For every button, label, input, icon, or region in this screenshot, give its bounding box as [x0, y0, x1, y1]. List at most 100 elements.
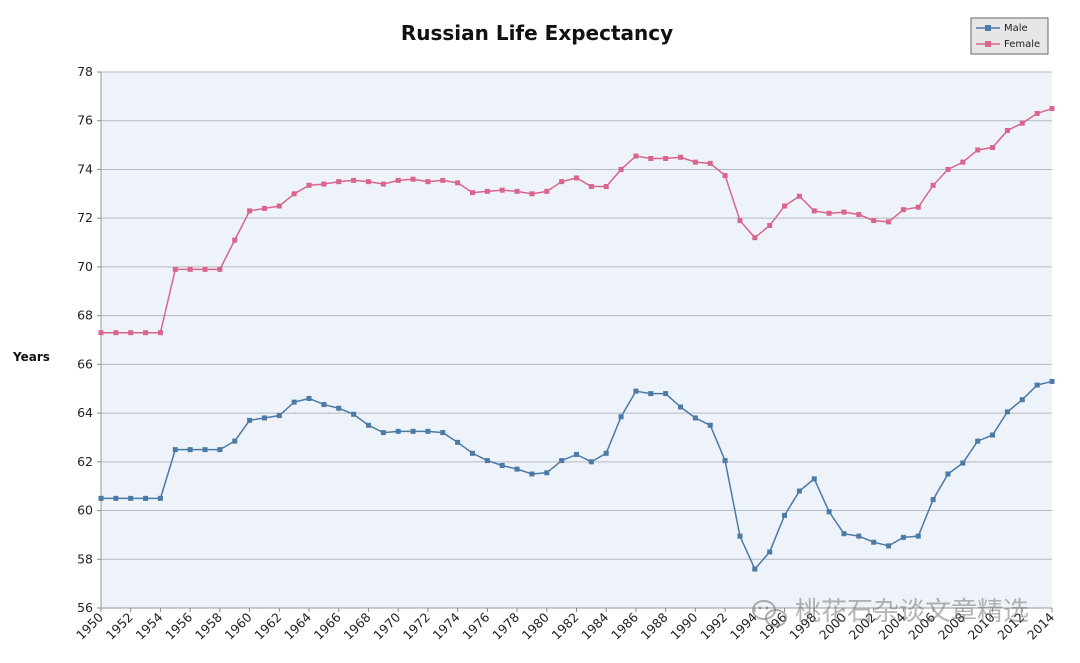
x-tick-label: 1974	[430, 609, 463, 642]
legend: Male Female	[970, 17, 1049, 55]
x-tick-label: 1952	[103, 610, 136, 643]
data-point-female	[544, 188, 550, 194]
data-point-male	[1004, 409, 1010, 415]
x-tick-label: 1980	[519, 609, 552, 642]
y-tick-labels: 56 58 60 62 64 66 68 70 72 74 76 78	[77, 64, 101, 615]
data-point-male	[128, 495, 134, 501]
data-point-male	[1019, 397, 1025, 403]
data-point-male	[559, 458, 565, 464]
data-point-female	[975, 147, 981, 153]
data-point-male	[336, 405, 342, 411]
x-tick-label: 1962	[251, 610, 284, 643]
data-point-male	[1049, 378, 1055, 384]
legend-box	[970, 17, 1049, 55]
data-point-male	[187, 447, 193, 453]
data-point-female	[321, 181, 327, 187]
data-point-male	[351, 411, 357, 417]
data-point-female	[365, 179, 371, 185]
x-tick-label: 1982	[549, 610, 582, 643]
data-point-female	[692, 159, 698, 165]
plot-area	[101, 72, 1052, 608]
data-point-female	[261, 205, 267, 211]
data-point-male	[990, 432, 996, 438]
data-point-female	[588, 184, 594, 190]
data-point-male	[514, 466, 520, 472]
data-point-female	[172, 266, 178, 272]
data-point-male	[975, 438, 981, 444]
data-point-female	[499, 187, 505, 193]
x-tick-label: 1966	[311, 609, 344, 642]
data-point-male	[722, 458, 728, 464]
x-tick-label: 1978	[489, 609, 522, 642]
data-point-male	[529, 471, 535, 477]
data-point-female	[1019, 120, 1025, 126]
data-point-female	[871, 218, 877, 224]
x-tick-label: 1970	[370, 609, 403, 642]
data-point-female	[722, 173, 728, 179]
watermark-text: 桃花石杂谈文章精选	[795, 597, 1029, 627]
legend-female-marker	[985, 41, 991, 47]
legend-male-marker	[985, 25, 991, 31]
data-point-female	[752, 235, 758, 241]
data-point-female	[217, 266, 223, 272]
data-point-female	[113, 330, 119, 336]
x-tick-label: 1972	[400, 610, 433, 643]
data-point-male	[425, 428, 431, 434]
data-point-female	[574, 175, 579, 181]
data-point-female	[960, 159, 966, 165]
data-point-female	[425, 179, 431, 185]
x-tick-label: 1988	[638, 609, 671, 642]
data-point-male	[98, 495, 104, 501]
data-point-male	[841, 531, 847, 537]
data-point-male	[202, 447, 208, 453]
data-point-male	[247, 417, 253, 423]
data-point-male	[455, 439, 461, 445]
data-point-male	[737, 533, 743, 539]
data-point-female	[990, 145, 996, 151]
data-point-male	[499, 462, 505, 468]
y-tick-label: 58	[77, 551, 93, 566]
data-point-male	[603, 450, 609, 456]
data-point-male	[321, 402, 327, 408]
grid-lines	[101, 71, 1052, 609]
data-point-male	[113, 495, 119, 501]
data-point-female	[247, 208, 253, 214]
y-tick-label: 56	[77, 600, 93, 615]
data-point-female	[187, 266, 193, 272]
data-point-female	[618, 166, 624, 172]
x-tick-label: 1956	[162, 609, 195, 642]
data-point-male	[365, 422, 371, 428]
data-point-female	[395, 177, 401, 183]
data-point-male	[440, 430, 446, 436]
data-point-female	[291, 191, 297, 197]
data-point-female	[232, 237, 238, 243]
data-point-female	[811, 208, 817, 214]
data-point-female	[1049, 106, 1055, 112]
data-point-male	[276, 413, 282, 419]
data-point-female	[514, 188, 520, 194]
x-tick-label: 1976	[459, 609, 492, 642]
y-tick-label: 70	[77, 259, 93, 274]
data-point-female	[678, 154, 684, 160]
data-point-female	[1034, 110, 1040, 116]
data-point-male	[261, 415, 267, 421]
data-point-male	[380, 430, 386, 436]
data-point-female	[143, 330, 149, 336]
data-point-male	[811, 476, 817, 482]
watermark: 桃花石杂谈文章精选	[752, 597, 1029, 627]
data-point-female	[128, 330, 134, 336]
y-tick-label: 66	[77, 356, 93, 371]
data-point-female	[796, 193, 802, 199]
data-point-female	[455, 180, 461, 186]
data-point-male	[1034, 382, 1040, 388]
data-point-male	[663, 391, 669, 397]
data-point-female	[469, 190, 475, 196]
series-male	[98, 378, 1055, 572]
data-point-male	[143, 495, 149, 501]
data-point-male	[707, 422, 713, 428]
y-tick-label: 78	[77, 64, 93, 79]
data-point-female	[915, 204, 921, 210]
data-point-male	[945, 471, 951, 477]
data-point-female	[856, 212, 862, 218]
